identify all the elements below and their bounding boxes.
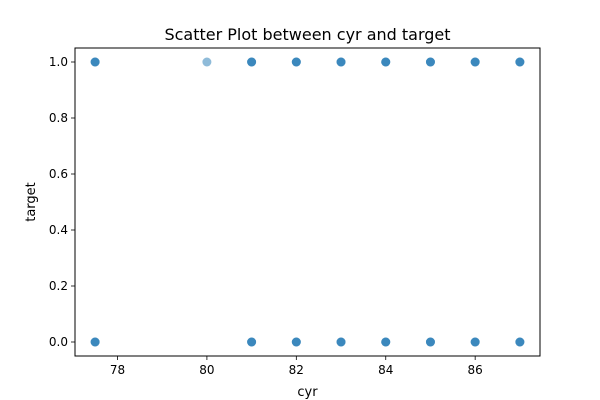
y-tick-label: 0.6 (49, 167, 68, 181)
y-tick-label: 0.0 (49, 335, 68, 349)
data-point (291, 57, 301, 67)
data-point (515, 57, 525, 67)
x-tick-label: 84 (378, 363, 393, 377)
y-axis-label: target (24, 182, 39, 222)
plot-frame (74, 47, 541, 357)
x-axis-ticks: 78 80 82 84 86 (110, 356, 483, 377)
x-axis-label: cyr (297, 385, 318, 400)
y-tick-label: 1.0 (49, 55, 68, 69)
data-point (470, 337, 480, 347)
x-tick-label: 86 (468, 363, 483, 377)
data-point (381, 57, 391, 67)
y-tick-label: 0.4 (49, 223, 68, 237)
data-point (470, 57, 480, 67)
x-tick-label: 82 (289, 363, 304, 377)
points-layer (90, 57, 525, 347)
data-point (247, 57, 257, 67)
data-point (90, 57, 100, 67)
x-tick-label: 80 (199, 363, 214, 377)
data-point (336, 337, 346, 347)
y-tick-label: 0.2 (49, 279, 68, 293)
data-point (291, 337, 301, 347)
data-point (515, 337, 525, 347)
data-point (90, 337, 100, 347)
y-axis-ticks: 0.0 0.2 0.4 0.6 0.8 1.0 (49, 55, 75, 349)
x-tick-label: 78 (110, 363, 125, 377)
data-point (381, 337, 391, 347)
data-point (336, 57, 346, 67)
data-point (425, 337, 435, 347)
data-point (425, 57, 435, 67)
y-tick-label: 0.8 (49, 111, 68, 125)
data-point (202, 57, 212, 67)
data-point (247, 337, 257, 347)
chart-title: Scatter Plot between cyr and target (164, 25, 450, 44)
